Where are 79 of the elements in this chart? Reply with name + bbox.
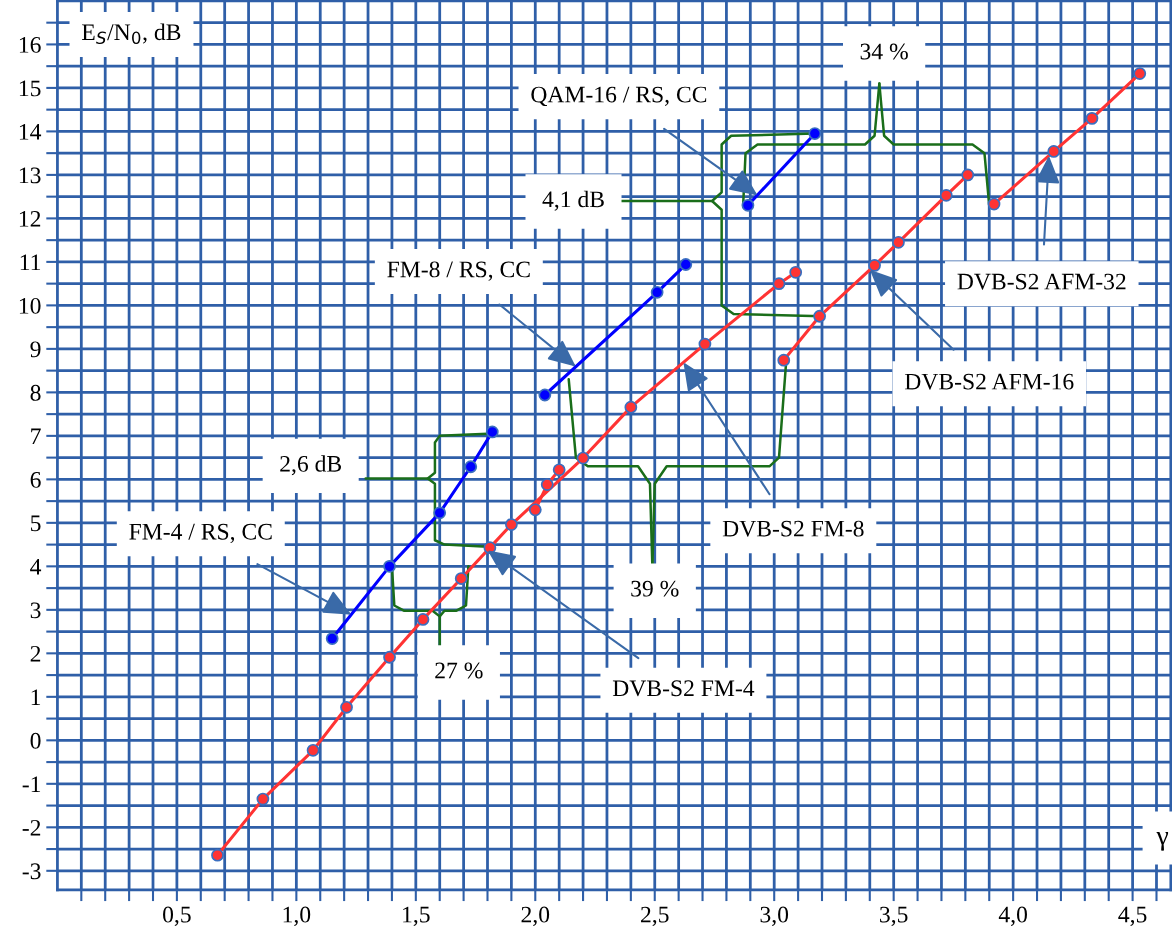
point bbox=[808, 127, 822, 140]
point bbox=[789, 265, 803, 279]
point bbox=[576, 451, 590, 465]
y-tick-label: 4 bbox=[30, 559, 42, 575]
point bbox=[892, 235, 905, 249]
x-tick-label: 3,0 bbox=[760, 906, 789, 926]
y-tick-label: 8 bbox=[30, 384, 41, 401]
annotation: DVB-S2 FM-8 bbox=[722, 520, 864, 537]
point bbox=[1085, 111, 1099, 125]
annotation: 2,6 dB bbox=[280, 455, 342, 476]
annotation: 34 % bbox=[860, 43, 908, 60]
point bbox=[1047, 145, 1061, 158]
annotation: DVB-S2 AFM-32 bbox=[957, 273, 1126, 290]
y-tick-label: 3 bbox=[30, 602, 41, 619]
x-tick-label: 4,5 bbox=[1118, 906, 1147, 926]
y-tick-label: 13 bbox=[19, 167, 41, 184]
annotation: 27 % bbox=[435, 662, 483, 679]
point bbox=[772, 277, 786, 291]
point bbox=[813, 309, 826, 323]
x-tick-label: 1,0 bbox=[283, 906, 311, 926]
annotation: 39 % bbox=[631, 580, 679, 597]
annotation: DVB-S2 AFM-16 bbox=[904, 373, 1074, 390]
y-tick-label: 10 bbox=[19, 297, 41, 314]
point bbox=[383, 650, 396, 664]
y-tick-label: 2 bbox=[30, 645, 41, 662]
point bbox=[464, 460, 478, 474]
y-tick-label: 6 bbox=[30, 471, 41, 488]
x-tick-label: 1,5 bbox=[403, 906, 430, 926]
point bbox=[961, 168, 975, 182]
point bbox=[433, 506, 447, 520]
annotation: FM-4 / RS, CC bbox=[129, 523, 272, 544]
point bbox=[624, 400, 638, 414]
x-tick-label: 2,0 bbox=[521, 906, 550, 926]
point bbox=[741, 198, 755, 212]
x-tick-label: 3,5 bbox=[880, 906, 908, 926]
y-tick-label: -1 bbox=[22, 776, 41, 793]
point bbox=[256, 792, 270, 806]
y-tick-label: 15 bbox=[19, 80, 41, 97]
point bbox=[538, 388, 552, 402]
x-axis-title: γ bbox=[1156, 831, 1169, 851]
point bbox=[528, 503, 542, 517]
point bbox=[340, 700, 353, 714]
annotation: DVB-S2 FM-4 bbox=[612, 680, 755, 697]
annotation: 4,1 dB bbox=[542, 190, 604, 211]
point bbox=[306, 743, 320, 757]
y-axis-title: E$_{S}$/N$_{0}$, dB bbox=[82, 23, 181, 45]
y-tick-label: 5 bbox=[31, 515, 41, 532]
y-tick-label: 14 bbox=[19, 124, 42, 140]
point bbox=[650, 285, 664, 299]
y-tick-label: 11 bbox=[20, 254, 41, 271]
point bbox=[868, 258, 881, 272]
y-tick-label: 9 bbox=[30, 341, 41, 358]
point bbox=[211, 848, 224, 862]
point bbox=[383, 559, 396, 573]
y-tick-label: 0 bbox=[30, 732, 41, 749]
x-tick-label: 4,0 bbox=[998, 906, 1027, 926]
y-tick-label: 16 bbox=[19, 36, 41, 53]
x-tick-label: 0,5 bbox=[163, 906, 191, 926]
point bbox=[454, 572, 468, 585]
point bbox=[987, 197, 1001, 211]
point bbox=[698, 337, 712, 351]
y-tick-label: 12 bbox=[19, 210, 41, 227]
point bbox=[1133, 67, 1147, 80]
point bbox=[504, 518, 518, 531]
point bbox=[485, 425, 499, 439]
y-tick-label: 7 bbox=[31, 428, 41, 445]
point bbox=[540, 478, 554, 491]
annotation: QAM-16 / RS, CC bbox=[531, 86, 707, 107]
annotation: FM-8 / RS, CC bbox=[387, 261, 530, 281]
y-tick-label: -2 bbox=[22, 819, 41, 836]
x-tick-label: 2,5 bbox=[641, 906, 669, 926]
point bbox=[939, 188, 953, 202]
point bbox=[325, 632, 339, 645]
point bbox=[777, 353, 791, 367]
point bbox=[416, 613, 430, 626]
point bbox=[679, 258, 693, 271]
point bbox=[552, 463, 566, 477]
y-tick-label: -3 bbox=[22, 863, 41, 880]
y-tick-label: 1 bbox=[31, 689, 41, 706]
